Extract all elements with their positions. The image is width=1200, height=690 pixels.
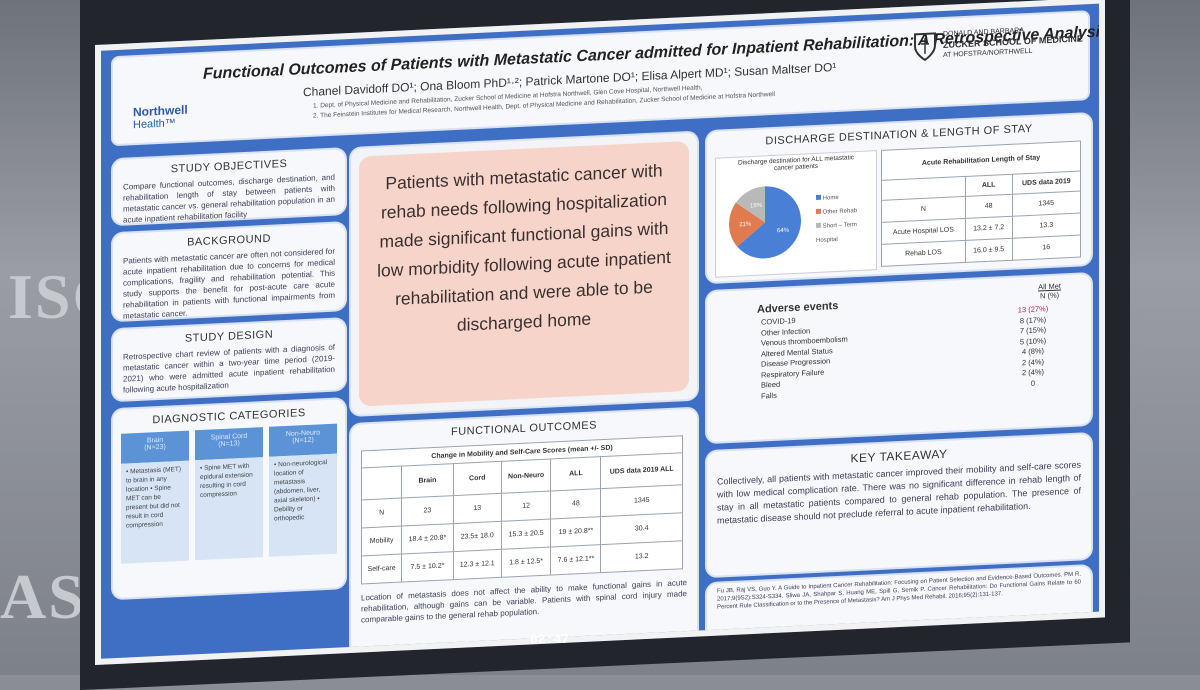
study-objectives-text: Compare functional outcomes, discharge d…	[123, 172, 335, 225]
pie-data-label: 15%	[750, 203, 763, 210]
los-col-1: ALL	[965, 174, 1013, 197]
pie-slice-home	[737, 186, 801, 259]
table-cell: 1.8 ± 12.5*	[501, 546, 551, 578]
category-brain: Brain (N=23) • Metastasis (MET) to brain …	[121, 430, 189, 564]
diagnostic-categories-panel: DIAGNOSTIC CATEGORIES Brain (N=23) • Meta…	[113, 399, 345, 599]
ae-value: 0	[1030, 378, 1036, 388]
pie-slice-other-rehab	[729, 202, 765, 247]
northwell-logo-line1: Northwell	[133, 102, 188, 120]
category-spinal-cord-text: • Spine MET with epidural extension resu…	[195, 457, 263, 561]
northwell-logo: Northwell Health™	[133, 103, 188, 132]
table-cell: 13	[453, 493, 502, 524]
functional-outcomes-panel: FUNCTIONAL OUTCOMES Change in Mobility a…	[351, 408, 697, 665]
pie-title: Discharge destination for ALL metastatic…	[737, 154, 855, 172]
table-cell: 7.6 ± 12.1**	[550, 544, 601, 575]
table-cell: 23	[401, 495, 454, 527]
fo-col-3: Non-Neuro	[501, 458, 551, 494]
fo-col-4: ALL	[550, 456, 601, 491]
fo-col-1: Brain	[401, 463, 454, 499]
poster: Functional Outcomes of Patients with Met…	[95, 0, 1105, 665]
table-cell: 13.2 ± 7.2	[965, 216, 1013, 241]
fo-col-5: UDS data 2019 ALL	[600, 452, 683, 489]
functional-outcomes-table: Change in Mobility and Self-Care Scores …	[361, 435, 683, 585]
table-cell: 12.3 ± 12.1	[453, 549, 502, 580]
poster-header: Functional Outcomes of Patients with Met…	[113, 12, 1105, 145]
table-cell: 13.2	[600, 540, 683, 573]
fo-col-2: Cord	[453, 461, 502, 496]
references-text: Fu JB, Raj VS, Guo Y. A Guide to Inpatie…	[717, 571, 1081, 611]
pie-data-label: 64%	[777, 228, 790, 235]
legend-other-rehab-label: Other Rehab	[822, 208, 858, 216]
table-cell: 30.4	[600, 512, 683, 545]
table-cell: Mobility	[361, 526, 402, 556]
legend-home-label: Home	[822, 194, 839, 202]
table-cell: 19 ± 20.8**	[550, 516, 601, 547]
key-message-panel: Patients with metastatic cancer with reh…	[351, 132, 697, 415]
table-cell: Rehab LOS	[881, 240, 966, 267]
category-brain-text: • Metastasis (MET) to brain in any locat…	[121, 460, 189, 564]
table-cell: 15.3 ± 20.5	[501, 518, 551, 550]
legend-short-term: Short – Term Hospital	[816, 217, 876, 248]
pie-slice-short-term	[735, 186, 765, 223]
zucker-shield-icon	[914, 32, 936, 62]
table-cell: 7.5 ± 10.2*	[401, 551, 454, 583]
fo-col-0	[361, 466, 402, 500]
table-cell: 16	[1012, 235, 1081, 261]
adverse-events-heading: Adverse events	[757, 299, 839, 316]
legend-short-term-label: Short – Term Hospital	[816, 222, 857, 244]
table-cell: 48	[550, 488, 601, 519]
adverse-events-list: COVID-19 13 (27%) Other Infection 8 (17%) …	[707, 302, 1091, 404]
los-table: Acute Rehabilitation Length of Stay ALL …	[881, 140, 1081, 267]
table-cell: 23.5± 18.0	[453, 521, 502, 552]
study-design-panel: STUDY DESIGN Retrospective chart review …	[113, 319, 345, 401]
pie-chart-box: Discharge destination for ALL metastatic…	[715, 150, 877, 278]
table-cell: 48	[965, 194, 1013, 219]
discharge-panel: DISCHARGE DESTINATION & LENGTH OF STAY D…	[707, 114, 1091, 283]
table-cell: 16.0 ± 9.5	[965, 238, 1013, 263]
discharge-pie-chart: 64% 21% 15%	[729, 186, 801, 259]
key-takeaway-panel: KEY TAKEAWAY Collectively, all patients …	[707, 434, 1091, 577]
ae-label: Falls	[761, 390, 777, 401]
category-non-neuro-text: • Non-neurological location of metastasi…	[269, 453, 337, 557]
table-cell: 12	[501, 490, 551, 522]
study-design-text: Retrospective chart review of patients w…	[123, 342, 335, 395]
category-spinal-cord: Spinal Cord (N=13) • Spine MET with epidu…	[195, 427, 263, 561]
pie-data-label: 21%	[739, 222, 752, 229]
key-message-text: Patients with metastatic cancer with reh…	[359, 140, 689, 407]
northwell-logo-line2: Health™	[133, 117, 176, 132]
category-non-neuro: Non-Neuro (N=12) • Non-neurological locat…	[269, 423, 337, 557]
video-timestamp: 02:47	[530, 632, 570, 647]
table-cell: 1345	[1012, 191, 1081, 217]
table-cell: 1345	[600, 484, 683, 517]
zucker-logo-line3: at Hofstra/Northwell	[943, 47, 1033, 60]
zucker-logo: Donald and Barbara Zucker School of Medi…	[943, 24, 1083, 59]
table-cell: 18.4 ± 20.8*	[401, 523, 454, 555]
adverse-col-head-2: N (%)	[1039, 290, 1060, 301]
ae-label: Bleed	[761, 379, 781, 390]
background-panel: BACKGROUND Patients with metastatic canc…	[113, 223, 345, 321]
table-cell: 13.3	[1012, 213, 1081, 239]
table-cell: N	[361, 498, 402, 528]
adverse-events-panel: Adverse events All Met N (%) COVID-19 13 …	[707, 274, 1091, 443]
background-text: Patients with metastatic cancer are ofte…	[123, 246, 335, 321]
table-cell: Self-care	[361, 554, 402, 584]
study-objectives-panel: STUDY OBJECTIVES Compare functional outc…	[113, 149, 345, 225]
